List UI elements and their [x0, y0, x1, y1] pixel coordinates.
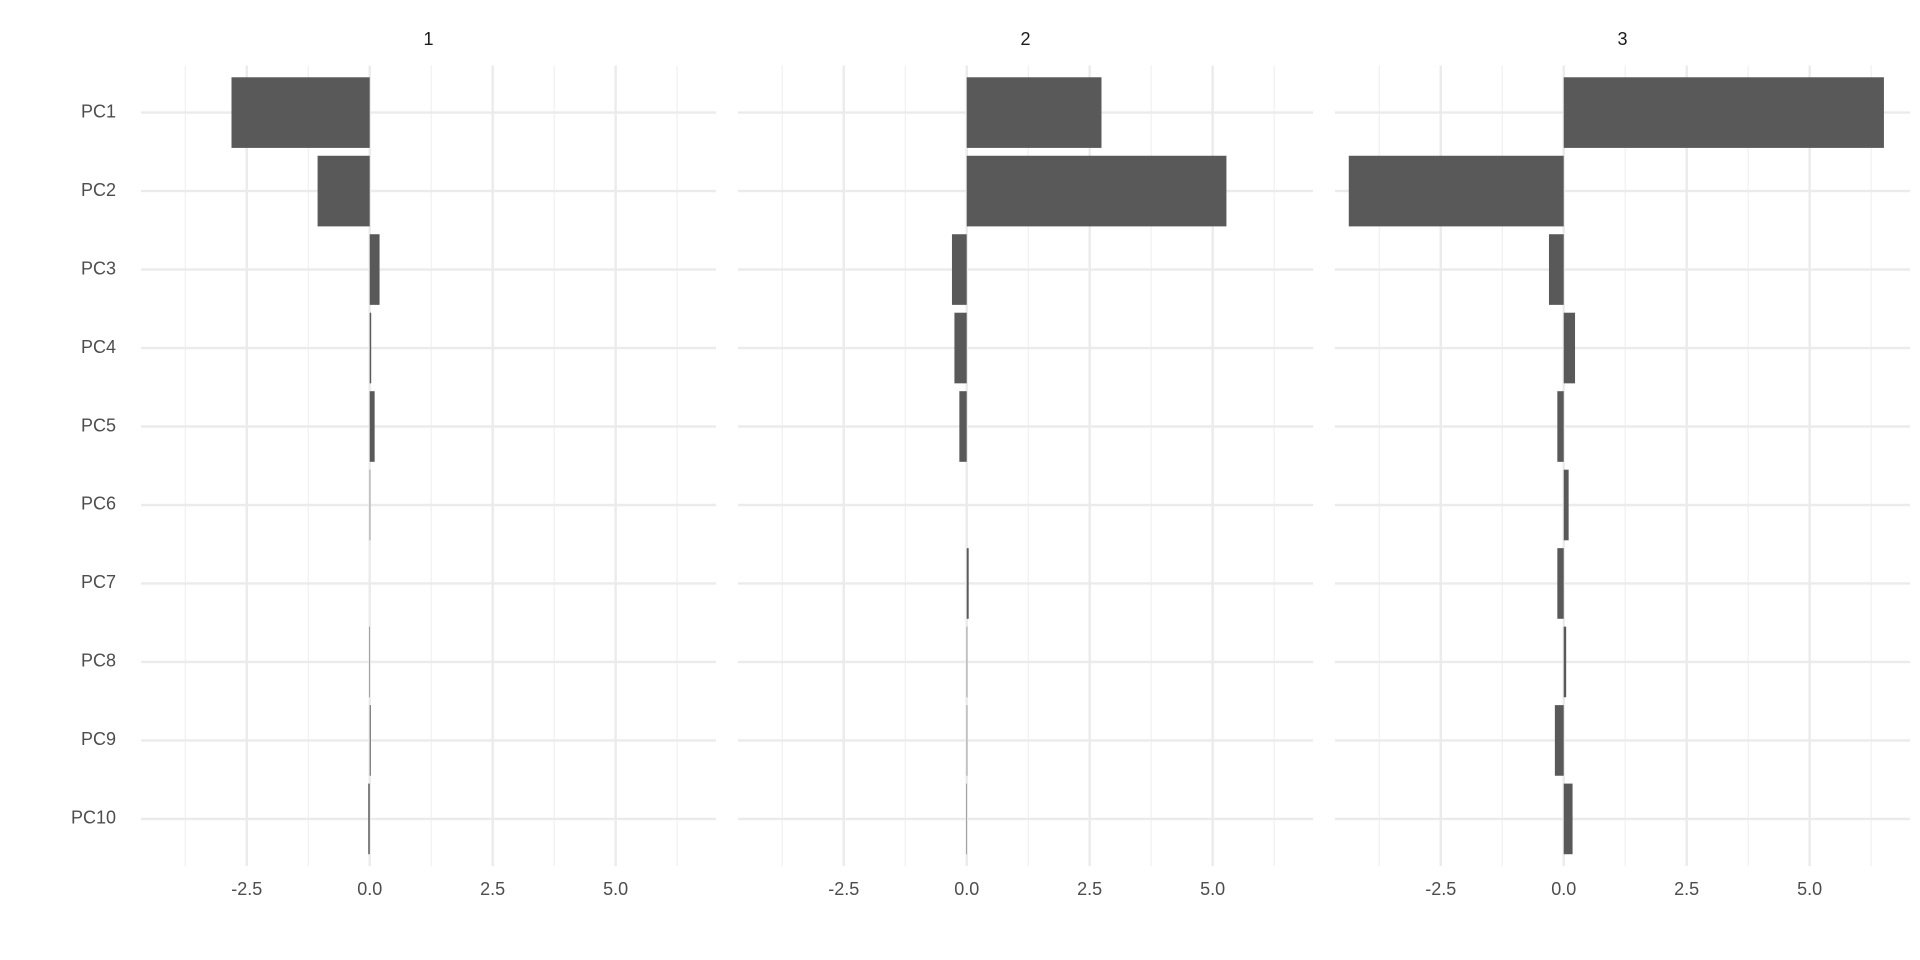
bar: [1348, 155, 1564, 227]
bar: [369, 391, 375, 462]
bar: [951, 234, 967, 305]
y-tick-label: PC2: [81, 180, 116, 200]
bar: [231, 77, 370, 148]
y-tick-label: PC1: [81, 101, 116, 121]
x-tick-label: 2.5: [1077, 879, 1102, 899]
bar: [368, 783, 370, 855]
x-tick-label: -2.5: [231, 879, 262, 899]
bar: [1563, 77, 1884, 148]
x-tick-label: 5.0: [603, 879, 628, 899]
bar: [1563, 783, 1573, 855]
x-tick-label: 2.5: [480, 879, 505, 899]
y-tick-label: PC7: [81, 572, 116, 592]
bar: [369, 234, 380, 305]
bar: [1563, 469, 1569, 541]
x-tick-label: 0.0: [954, 879, 979, 899]
bar: [1563, 626, 1567, 698]
x-tick-label: 0.0: [357, 879, 382, 899]
bar: [1554, 705, 1564, 776]
y-tick-label: PC5: [81, 415, 116, 435]
bar: [959, 391, 967, 462]
y-tick-label: PC8: [81, 651, 116, 671]
bar: [369, 312, 372, 384]
x-tick-label: 0.0: [1551, 879, 1576, 899]
y-tick-label: PC6: [81, 494, 116, 514]
bar: [317, 155, 370, 227]
bar: [1548, 234, 1564, 305]
x-tick-label: -2.5: [828, 879, 859, 899]
bar: [1563, 312, 1576, 384]
facet-title: 1: [423, 29, 433, 49]
bar: [1557, 391, 1564, 462]
bar: [369, 705, 371, 776]
facet-title: 3: [1617, 29, 1627, 49]
bar: [966, 77, 1102, 148]
facet-title: 2: [1020, 29, 1030, 49]
bar: [954, 312, 967, 384]
bar: [1557, 548, 1564, 619]
x-tick-label: 5.0: [1200, 879, 1225, 899]
bar: [966, 548, 969, 619]
y-tick-label: PC4: [81, 337, 116, 357]
y-tick-label: PC9: [81, 729, 116, 749]
x-tick-label: -2.5: [1425, 879, 1456, 899]
y-tick-label: PC3: [81, 258, 116, 278]
y-tick-label: PC10: [71, 808, 116, 828]
x-tick-label: 5.0: [1797, 879, 1822, 899]
bar: [966, 155, 1227, 227]
x-tick-label: 2.5: [1674, 879, 1699, 899]
